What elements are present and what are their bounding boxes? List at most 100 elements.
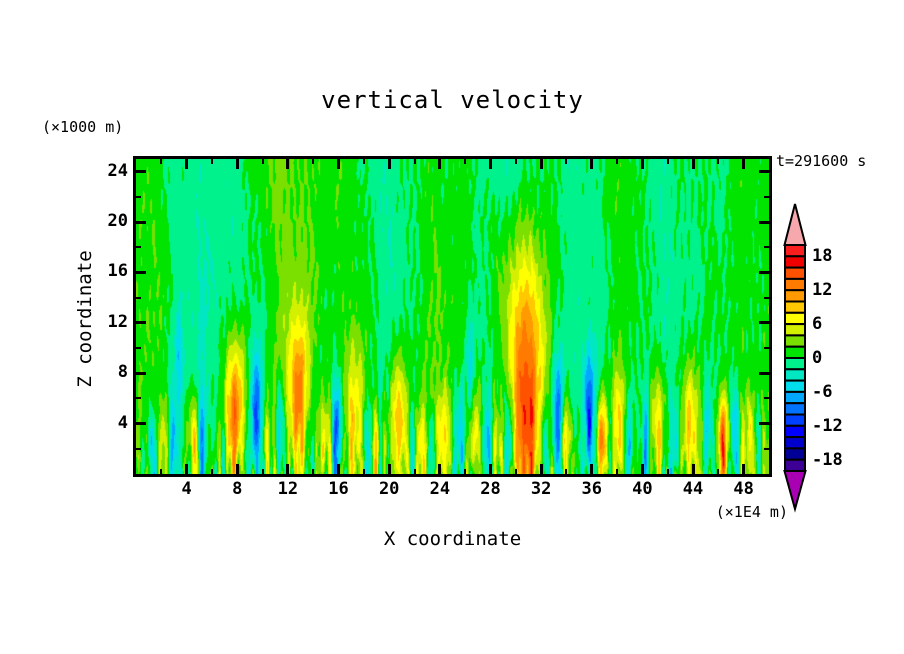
x-major-tick — [539, 464, 543, 474]
colorbar-cell — [784, 379, 806, 393]
x-major-tick-top — [286, 159, 290, 169]
x-major-tick — [286, 464, 290, 474]
colorbar-under-arrow — [783, 470, 807, 513]
colorbar-cell — [784, 300, 806, 314]
y-minor-tick-right — [764, 397, 769, 400]
colorbar-cell — [784, 311, 806, 326]
y-minor-tick — [136, 195, 141, 198]
y-tick-label: 24 — [107, 160, 128, 181]
colorbar-label: -18 — [812, 449, 843, 470]
x-major-tick-top — [185, 159, 189, 169]
colorbar-cell — [784, 323, 806, 337]
colorbar-cell — [784, 458, 806, 473]
y-minor-tick-right — [764, 447, 769, 450]
colorbar-cell — [784, 390, 806, 405]
plot-area — [133, 156, 772, 477]
y-minor-tick-right — [764, 195, 769, 198]
y-tick-label: 8 — [117, 362, 128, 383]
x-minor-tick-top — [160, 159, 163, 164]
x-tick-label: 16 — [328, 479, 349, 499]
x-major-tick-top — [387, 159, 391, 169]
x-major-tick — [488, 464, 492, 474]
x-minor-tick-top — [413, 159, 416, 164]
x-minor-tick — [312, 469, 315, 474]
x-tick-label: 12 — [277, 479, 299, 499]
x-major-tick-top — [742, 159, 746, 169]
y-major-tick-right — [759, 170, 769, 174]
colorbar-label: -6 — [812, 381, 833, 402]
x-major-tick — [438, 464, 442, 474]
y-major-tick-right — [759, 422, 769, 426]
x-minor-tick — [565, 469, 568, 474]
x-tick-label: 48 — [733, 479, 754, 499]
x-tick-label: 44 — [682, 479, 704, 499]
y-minor-tick-right — [764, 246, 769, 249]
x-tick-label: 20 — [378, 479, 400, 499]
x-minor-tick-top — [514, 159, 517, 164]
colorbar-cell — [784, 424, 806, 439]
y-tick-label: 4 — [117, 412, 128, 433]
colorbar-cell — [784, 402, 806, 416]
z-axis-title: Z coordinate — [74, 250, 96, 388]
y-major-tick — [136, 371, 146, 375]
colorbar-cell — [784, 345, 806, 359]
colorbar-cell — [784, 413, 806, 427]
y-minor-tick — [136, 296, 141, 299]
x-major-tick — [387, 464, 391, 474]
colorbar-label: 6 — [812, 314, 823, 335]
colorbar-cell — [784, 289, 806, 303]
colorbar-label: 0 — [812, 348, 823, 368]
x-tick-label: 24 — [429, 479, 451, 499]
colorbar-cell — [784, 357, 806, 371]
y-minor-tick — [136, 447, 141, 450]
colorbar-cell — [784, 447, 806, 461]
colorbar-cell — [784, 255, 806, 269]
x-major-tick — [185, 464, 189, 474]
x-major-tick-top — [235, 159, 239, 169]
x-minor-tick — [210, 469, 213, 474]
x-axis-unit-label: (×1E4 m) — [715, 503, 788, 521]
y-minor-tick — [136, 347, 141, 349]
colorbar-cell — [784, 334, 806, 348]
x-minor-tick-top — [464, 159, 467, 164]
x-tick-label: 4 — [181, 479, 192, 499]
x-axis-title: X coordinate — [383, 528, 522, 550]
contour-canvas — [136, 159, 769, 474]
colorbar-cell — [784, 244, 806, 258]
x-major-tick — [691, 464, 695, 474]
x-major-tick-top — [691, 159, 695, 169]
colorbar-over-arrow — [783, 203, 807, 246]
y-major-tick — [136, 270, 146, 274]
colorbar-cell — [784, 436, 806, 450]
x-major-tick-top — [488, 159, 492, 169]
x-tick-label: 40 — [632, 479, 653, 499]
x-major-tick-top — [590, 159, 594, 169]
y-major-tick-right — [759, 270, 769, 274]
y-major-tick — [136, 170, 146, 174]
x-minor-tick-top — [210, 159, 213, 164]
y-minor-tick — [136, 246, 141, 249]
y-minor-tick-right — [764, 347, 769, 349]
y-major-tick — [136, 321, 146, 325]
y-tick-label: 20 — [107, 211, 128, 231]
x-major-tick-top — [640, 159, 644, 169]
x-major-tick — [337, 464, 341, 474]
x-major-tick — [235, 464, 239, 474]
y-major-tick — [136, 220, 146, 224]
plot-title: vertical velocity — [321, 86, 584, 114]
time-stamp-label: t=291600 s — [776, 152, 867, 170]
x-minor-tick-top — [261, 159, 264, 164]
colorbar-cell — [784, 277, 806, 292]
x-minor-tick — [616, 469, 619, 474]
y-major-tick-right — [759, 321, 769, 325]
x-minor-tick-top — [666, 159, 669, 164]
x-minor-tick — [514, 469, 517, 474]
y-major-tick-right — [759, 220, 769, 224]
x-tick-label: 8 — [232, 479, 243, 499]
x-minor-tick-top — [565, 159, 568, 164]
x-minor-tick — [666, 469, 669, 474]
x-tick-label: 32 — [530, 479, 552, 499]
y-major-tick — [136, 422, 146, 426]
colorbar — [783, 203, 807, 513]
x-minor-tick — [261, 469, 264, 474]
